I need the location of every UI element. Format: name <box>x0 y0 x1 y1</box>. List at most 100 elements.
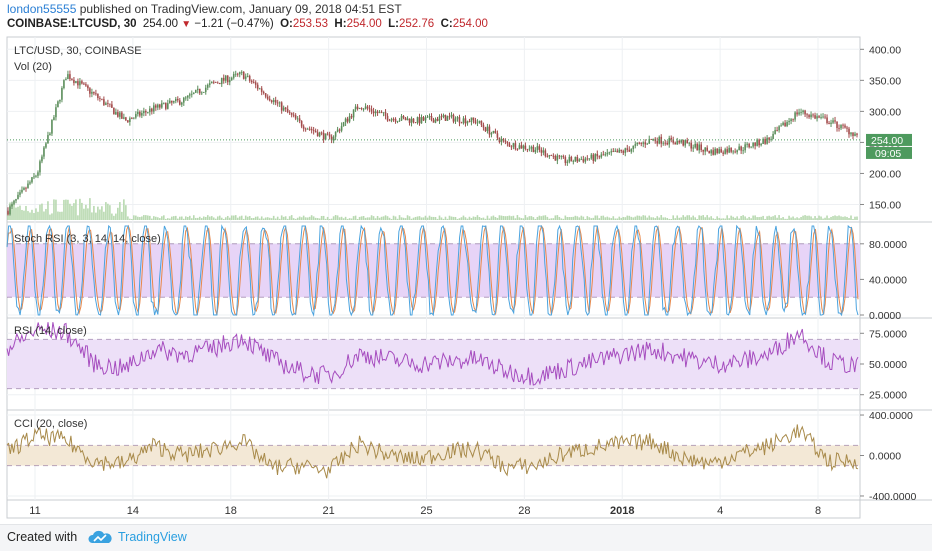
publish-text: published on TradingView.com, January 09… <box>76 2 402 16</box>
author-link[interactable]: london55555 <box>7 2 77 16</box>
volume-bar <box>157 217 159 220</box>
volume-bar <box>248 215 251 220</box>
volume-bar <box>109 205 111 220</box>
price-candle-body <box>368 108 371 110</box>
price-candle-body <box>608 152 611 154</box>
volume-bar <box>458 218 461 220</box>
volume-bar <box>240 215 243 220</box>
volume-bar <box>258 218 261 220</box>
price-candle-body <box>556 155 559 161</box>
volume-bar <box>115 213 117 220</box>
volume-bar <box>516 215 519 220</box>
volume-bar <box>816 218 818 220</box>
volume-bar <box>316 218 319 220</box>
volume-bar <box>740 215 742 220</box>
volume-bar <box>426 217 429 220</box>
volume-bar <box>51 213 53 220</box>
volume-bar <box>730 215 732 220</box>
price-candle-body <box>354 106 357 110</box>
price-candle-body <box>184 97 187 99</box>
price-candle-body <box>774 130 776 134</box>
volume-bar <box>636 215 639 220</box>
volume-bar <box>728 218 730 220</box>
price-candle-body <box>576 156 579 162</box>
volume-bar <box>600 215 603 220</box>
volume-bar <box>180 216 183 220</box>
price-candle-body <box>454 118 457 122</box>
volume-bar <box>806 215 808 220</box>
price-candle-body <box>520 145 523 149</box>
volume-bar <box>97 206 99 220</box>
volume-bar <box>220 217 223 220</box>
price-candle-body <box>123 117 125 119</box>
volume-bar <box>200 218 203 220</box>
volume-bar <box>238 216 241 220</box>
price-candle-body <box>308 128 311 130</box>
price-candle-body <box>79 81 81 86</box>
volume-bar <box>650 217 653 220</box>
price-candle-body <box>276 102 279 104</box>
volume-bar <box>202 216 205 220</box>
price-candle-body <box>51 119 53 134</box>
price-candle-body <box>202 92 205 93</box>
price-candle-body <box>706 147 708 151</box>
tradingview-link[interactable]: TradingView <box>118 530 187 544</box>
volume-bar <box>856 216 858 220</box>
volume-bar <box>105 202 107 220</box>
price-candle-body <box>408 118 411 123</box>
volume-bar <box>538 215 541 220</box>
volume-bar <box>470 218 473 220</box>
price-candle-body <box>316 132 319 137</box>
price-candle-body <box>448 116 451 118</box>
price-candle-body <box>137 111 139 115</box>
volume-bar <box>314 217 317 220</box>
volume-bar <box>175 215 177 220</box>
volume-bar <box>622 216 625 220</box>
price-candle-body <box>406 118 409 121</box>
price-candle-body <box>400 116 403 121</box>
chart-area[interactable]: LTC/USD, 30, COINBASE Vol (20) Stoch RSI… <box>0 0 932 524</box>
volume-bar <box>754 215 756 220</box>
price-candle-body <box>178 100 181 105</box>
price-candle-body <box>340 126 343 131</box>
price-candle-body <box>324 133 327 140</box>
price-scale[interactable]: 400.00350.00300.00250.00200.00150.0080.0… <box>860 44 916 503</box>
price-candle-body <box>508 143 511 147</box>
volume-bar <box>548 218 551 220</box>
stoch-rsi-k-line <box>6 224 859 317</box>
price-candle-body <box>662 142 665 144</box>
time-scale[interactable]: 11 14 18 21 25 28 2018 4 8 <box>29 505 821 517</box>
price-candle-body <box>626 148 629 150</box>
volume-bar <box>786 218 788 220</box>
volume-bar <box>119 202 121 220</box>
volume-bar <box>790 217 792 220</box>
price-candle-body <box>482 124 485 128</box>
volume-bar <box>510 216 513 220</box>
volume-bar <box>846 216 848 220</box>
volume-bar <box>324 218 327 220</box>
price-candle-body <box>312 130 315 131</box>
price-candle-body <box>306 128 309 130</box>
volume-bar <box>596 215 599 220</box>
volume-bar <box>436 218 439 220</box>
price-candle-body <box>129 118 131 122</box>
price-candle-body <box>736 150 738 153</box>
volume-bar <box>812 218 814 220</box>
volume-bar <box>388 217 391 220</box>
y-tick-label: -400.0000 <box>869 491 916 503</box>
price-candle-body <box>768 137 770 140</box>
price-candle-body <box>462 118 465 124</box>
volume-bar <box>662 217 665 220</box>
volume-bar <box>47 201 49 220</box>
volume-bar <box>496 217 499 220</box>
volume-bar <box>244 215 247 220</box>
price-candle-body <box>53 117 55 120</box>
price-candle-body <box>254 82 257 85</box>
volume-bar <box>660 215 663 220</box>
volume-bar <box>256 216 259 220</box>
price-candle-body <box>586 158 589 160</box>
price-candle-body <box>850 132 852 135</box>
volume-bar <box>63 199 65 220</box>
price-candle-body <box>212 81 215 83</box>
price-candle-body <box>37 172 39 176</box>
